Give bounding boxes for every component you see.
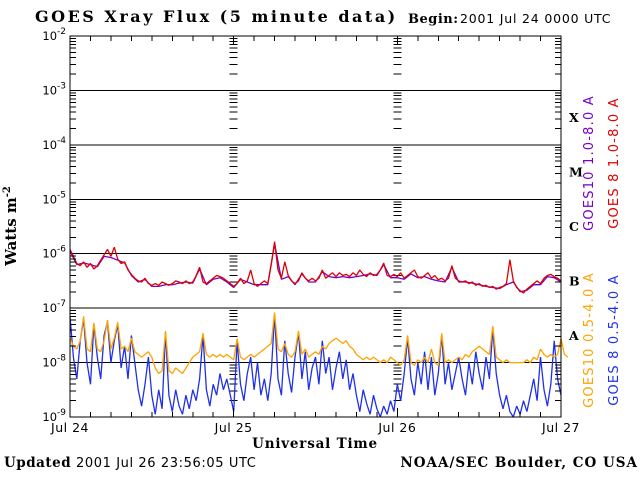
y-tick-label: 10-3 bbox=[42, 81, 66, 97]
axis-layer bbox=[69, 35, 562, 418]
flare-class-letter: A bbox=[568, 328, 579, 343]
trace-goes10-long bbox=[69, 243, 562, 293]
y-tick-label: 10-2 bbox=[42, 27, 66, 43]
flare-class-letter: B bbox=[569, 273, 580, 288]
flare-class-letters: X M C B A bbox=[568, 110, 583, 343]
flare-class-letter: X bbox=[569, 110, 579, 125]
trace-goes8-long bbox=[69, 241, 562, 294]
y-axis-title-text: Watts m-2 bbox=[2, 186, 20, 267]
x-axis-title: Universal Time bbox=[252, 436, 378, 452]
legend-goes10-short: GOES10 0.5-4.0 A bbox=[582, 272, 597, 408]
credit: NOAA/SEC Boulder, CO USA bbox=[400, 455, 638, 471]
trace-goes8-short bbox=[69, 314, 562, 418]
updated-value: 2001 Jul 26 23:56:05 UTC bbox=[76, 456, 256, 471]
updated-label: Updated bbox=[4, 455, 71, 471]
trace-layer bbox=[69, 241, 569, 418]
y-tick-label: 10-6 bbox=[42, 245, 66, 261]
x-tick-label: Jul 26 bbox=[377, 420, 416, 435]
y-tick-label: 10-5 bbox=[42, 190, 66, 206]
y-tick-label: 10-8 bbox=[42, 354, 66, 370]
legend-goes10-long: GOES10 1.0-8.0 A bbox=[582, 95, 597, 231]
y-axis-title: Watts m-2 bbox=[2, 186, 20, 267]
legend-goes8-long: GOES 8 1.0-8.0 A bbox=[607, 97, 622, 229]
legend-goes8-short: GOES 8 0.5-4.0 A bbox=[607, 274, 622, 406]
flare-class-letter: M bbox=[569, 165, 583, 180]
trace-goes10-short bbox=[69, 312, 569, 375]
series-legend-rotated: GOES10 1.0-8.0 A GOES 8 1.0-8.0 A GOES 8 0… bbox=[582, 95, 622, 408]
x-tick-label: Jul 24 bbox=[50, 420, 89, 435]
begin-value: 2001 Jul 24 0000 UTC bbox=[460, 11, 611, 26]
plot-border bbox=[69, 35, 562, 418]
x-tick-label: Jul 25 bbox=[214, 420, 253, 435]
flare-class-letter: C bbox=[569, 219, 579, 234]
begin-label: Begin: bbox=[408, 12, 459, 27]
grid-layer bbox=[70, 35, 561, 418]
y-tick-label: 10-7 bbox=[42, 299, 66, 315]
y-tick-label: 10-4 bbox=[42, 136, 66, 152]
chart-title: GOES Xray Flux (5 minute data) bbox=[35, 7, 398, 26]
x-tick-label: Jul 27 bbox=[541, 420, 580, 435]
